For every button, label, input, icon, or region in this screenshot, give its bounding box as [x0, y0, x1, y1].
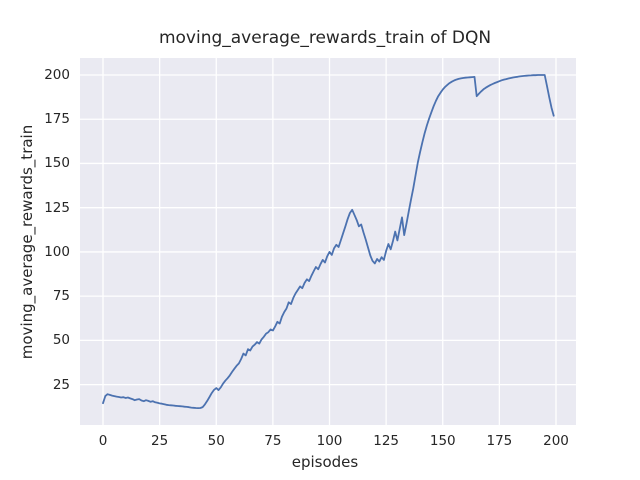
y-tick-label: 125 [44, 199, 70, 216]
reward-line [102, 74, 555, 409]
y-tick-label: 150 [44, 155, 70, 172]
y-tick-label: 200 [44, 67, 70, 83]
x-tick-label: 75 [264, 433, 282, 449]
x-tick-label: 100 [316, 433, 343, 449]
chart-title: moving_average_rewards_train of DQN [158, 28, 492, 48]
y-tick-label: 50 [52, 332, 70, 349]
y-tick-label: 100 [44, 243, 70, 260]
x-tick-label: 50 [207, 433, 225, 449]
x-tick-label: 150 [429, 433, 456, 449]
y-tick-label: 25 [52, 376, 70, 393]
x-tick-label: 25 [151, 433, 169, 449]
y-tick-label: 175 [44, 111, 70, 128]
x-axis-label: episodes [291, 453, 359, 471]
x-tick-label: 125 [373, 433, 400, 449]
x-tick-label: 200 [543, 433, 569, 449]
plot-area-background [80, 58, 576, 425]
x-tick-label: 0 [98, 433, 108, 449]
y-tick-label: 75 [52, 288, 70, 305]
x-tick-label: 175 [486, 433, 513, 449]
